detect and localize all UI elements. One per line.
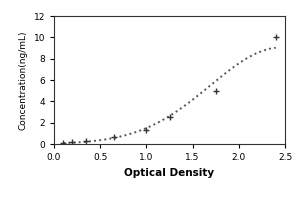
Y-axis label: Concentration(ng/mL): Concentration(ng/mL): [19, 30, 28, 130]
X-axis label: Optical Density: Optical Density: [124, 168, 214, 178]
